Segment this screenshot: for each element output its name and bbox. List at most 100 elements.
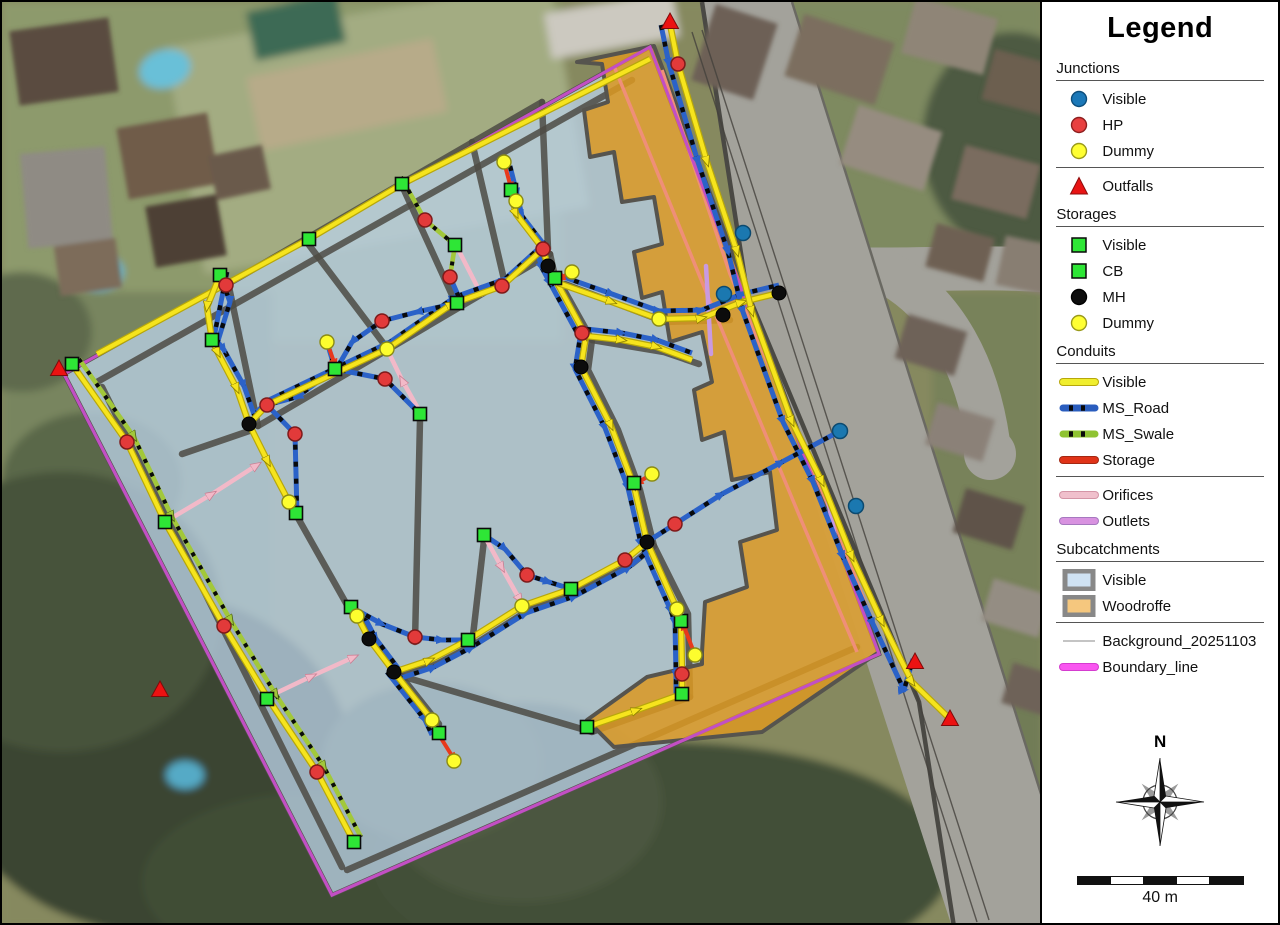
aerial-map-figure (2, 2, 1041, 923)
junction-dummy-node (564, 264, 580, 280)
junction-dummy-node (349, 608, 365, 624)
storage-cb-node (327, 361, 343, 377)
circle-swatch-icon (1056, 286, 1102, 308)
legend-divider (1056, 561, 1264, 562)
legend-body: Junctions Visible HP Dummy Outfalls Storages V… (1042, 53, 1278, 680)
houses-layer (9, 2, 1041, 720)
junction-hp-node (287, 426, 303, 442)
junction-visible-node (734, 224, 752, 242)
legend-item-label: Visible (1102, 90, 1147, 108)
line-swatch-icon (1056, 371, 1102, 393)
circle-swatch-icon (1056, 114, 1102, 136)
junction-hp-node (674, 666, 690, 682)
storage-cb-node (626, 475, 642, 491)
legend-section-heading: Subcatchments (1056, 541, 1160, 558)
legend-item-visible: Visible (1042, 86, 1278, 112)
line-swatch-icon (1056, 484, 1102, 506)
legend-item-orifices: Orifices (1042, 482, 1278, 508)
scale-bar-segment (1209, 877, 1243, 884)
line-swatch-icon (1056, 449, 1102, 471)
legend-divider (1056, 167, 1264, 168)
legend-item-label: Visible (1102, 236, 1147, 254)
legend-section-heading: Storages (1056, 206, 1117, 223)
junction-hp-node (309, 764, 325, 780)
junction-dummy-node (319, 334, 335, 350)
legend-item-label: MH (1102, 288, 1126, 306)
legend-item-label: Dummy (1102, 142, 1155, 160)
legend-item-label: Boundary_line (1102, 658, 1199, 676)
junction-hp-node (119, 434, 135, 450)
line-swatch-icon (1056, 656, 1102, 678)
storage-cb-node (157, 514, 173, 530)
junction-dummy-node (644, 466, 660, 482)
storage-cb-node (64, 356, 80, 372)
storage-cb-node (563, 581, 579, 597)
junction-dummy-node (508, 193, 524, 209)
legend-item-label: CB (1102, 262, 1124, 280)
circle-swatch-icon (1056, 88, 1102, 110)
junction-hp-node (519, 567, 535, 583)
storage-mh-node (361, 631, 377, 647)
storage-cb-node (431, 725, 447, 741)
scale-bar-segment (1110, 877, 1144, 884)
junction-hp-node (417, 212, 433, 228)
junction-hp-node (442, 269, 458, 285)
line-swatch-icon (1056, 510, 1102, 532)
junction-dummy-node (669, 601, 685, 617)
legend-item-label: Storage (1102, 451, 1155, 469)
storage-cb-node (259, 691, 275, 707)
storage-cb-node (301, 231, 317, 247)
legend-item-label: Orifices (1102, 486, 1154, 504)
circle-swatch-icon (1056, 140, 1102, 162)
legend-divider (1056, 476, 1264, 477)
north-label: N (1154, 732, 1167, 751)
storage-mh-node (386, 664, 402, 680)
junction-hp-node (617, 552, 633, 568)
junction-dummy-node (424, 712, 440, 728)
junction-visible-node (715, 285, 733, 303)
thinline-swatch-icon (1056, 630, 1102, 652)
legend-panel: Legend Junctions Visible HP Dummy Outfalls St… (1040, 2, 1278, 923)
storage-cb-node (449, 295, 465, 311)
compass-rose: N (1042, 732, 1278, 850)
legend-item-label: Dummy (1102, 314, 1155, 332)
legend-item-ms-road: MS_Road (1042, 395, 1278, 421)
legend-item-storage: Storage (1042, 447, 1278, 473)
storage-mh-node (715, 307, 731, 323)
storage-cb-node (460, 632, 476, 648)
scale-bar: 40 m (1042, 876, 1278, 907)
legend-item-background-20251103: Background_20251103 (1042, 628, 1278, 654)
storage-mh-node (573, 359, 589, 375)
outfall-node (150, 679, 170, 697)
junction-hp-node (574, 325, 590, 341)
scale-bar-segments (1076, 876, 1244, 885)
triangle-swatch-icon (1056, 175, 1102, 197)
junction-hp-node (259, 397, 275, 413)
legend-item-woodroffe: Woodroffe (1042, 593, 1278, 619)
legend-section-heading: Conduits (1056, 343, 1116, 360)
legend-item-visible: Visible (1042, 232, 1278, 258)
legend-title: Legend (1107, 12, 1214, 44)
storage-mh-node (241, 416, 257, 432)
junction-hp-node (216, 618, 232, 634)
outfall-node (905, 651, 925, 669)
junction-dummy-node (379, 341, 395, 357)
legend-item-ms-swale: MS_Swale (1042, 421, 1278, 447)
legend-item-label: HP (1102, 116, 1124, 134)
rect-swatch-icon (1056, 569, 1102, 591)
map-canvas (2, 2, 1041, 923)
storage-cb-node (204, 332, 220, 348)
legend-item-visible: Visible (1042, 369, 1278, 395)
junction-dummy-node (496, 154, 512, 170)
legend-item-label: Woodroffe (1102, 597, 1172, 615)
junction-hp-node (535, 241, 551, 257)
storage-cb-node (674, 686, 690, 702)
scale-bar-segment (1176, 877, 1210, 884)
junction-hp-node (667, 516, 683, 532)
circle-swatch-icon (1056, 312, 1102, 334)
storage-cb-node (547, 270, 563, 286)
outfall-node (940, 708, 960, 726)
storage-cb-node (447, 237, 463, 253)
dashline-swatch-icon (1056, 397, 1102, 419)
